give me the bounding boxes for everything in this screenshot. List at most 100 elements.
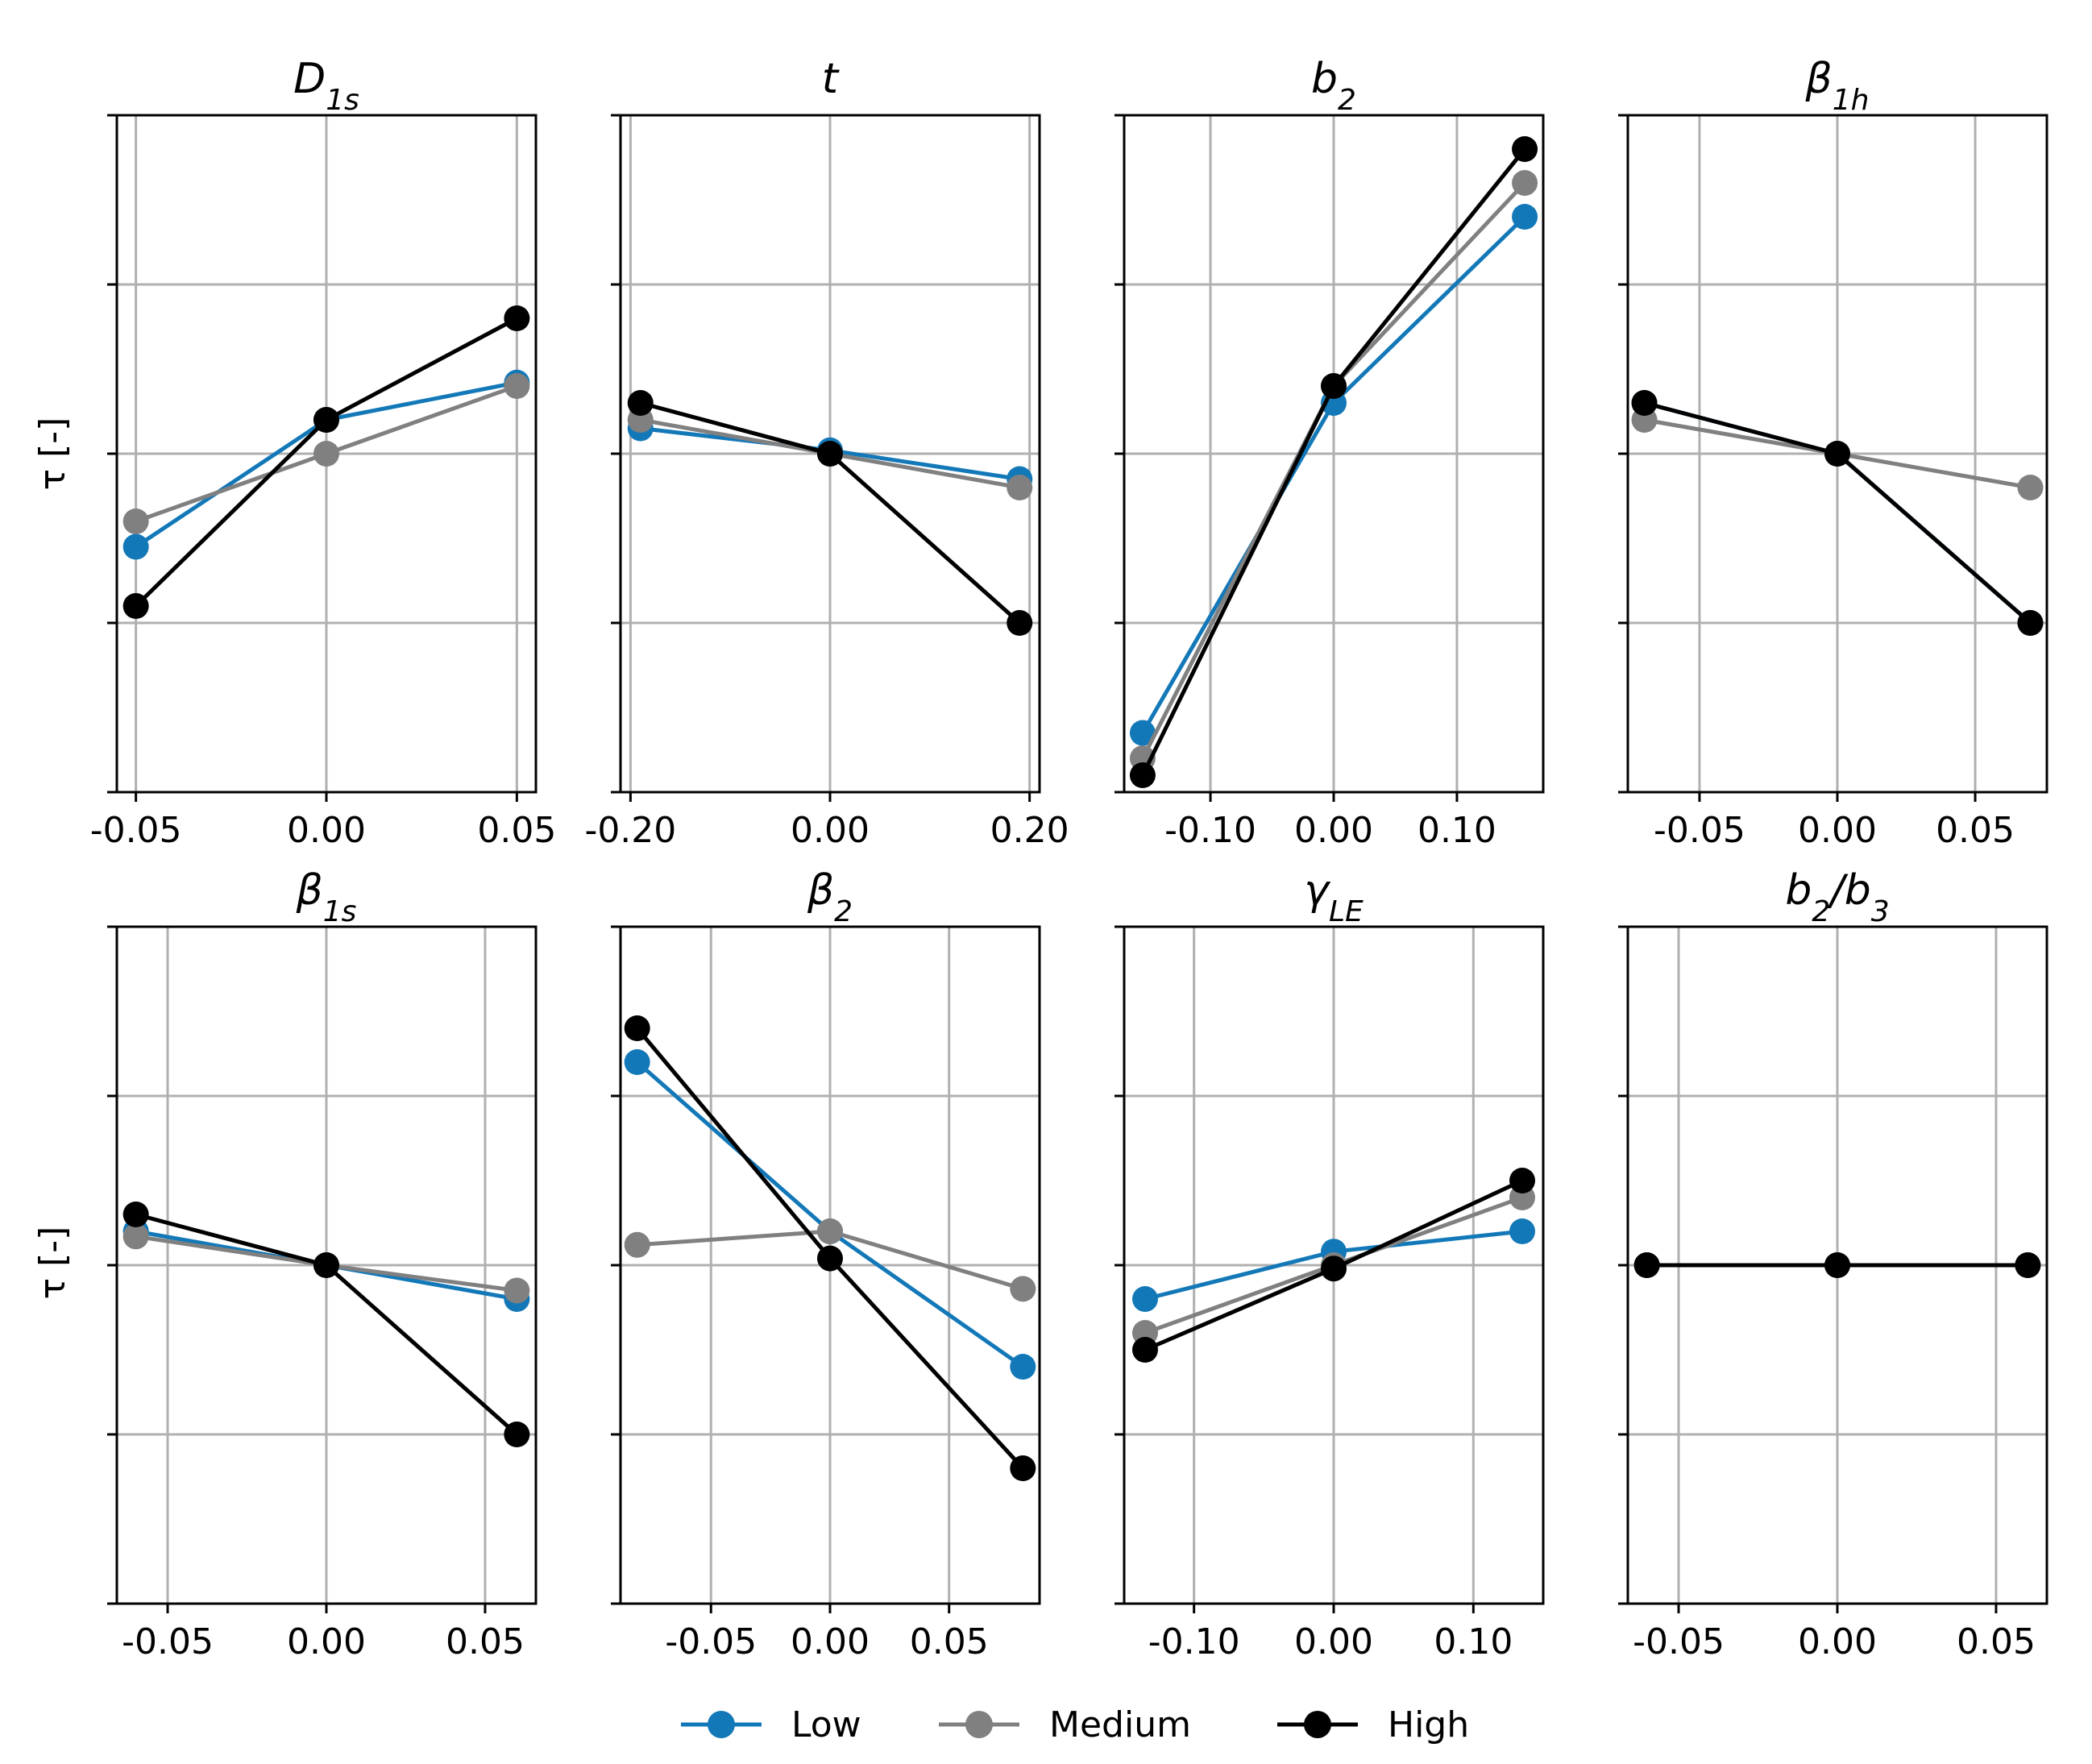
panels: -0.05 0.00 0.05 D1s -0.20 0.00 0.20 t -0.10 0.00 0…	[90, 55, 2048, 1662]
legend-label-high: High	[1388, 1704, 1469, 1745]
panel-title: β1s	[296, 866, 357, 928]
panel-title: t	[822, 55, 840, 103]
point-high-1	[313, 407, 339, 433]
axes-frame	[1123, 925, 1545, 1605]
x-tick-label-1: 0.00	[287, 810, 366, 851]
point-high-0	[1631, 390, 1658, 416]
x-tick-label-1: 0.00	[1294, 810, 1373, 851]
point-medium-0	[122, 508, 149, 534]
panel-title: β2	[807, 866, 853, 928]
panel-1: -0.05 0.00 0.05 D1s	[90, 55, 557, 851]
point-medium-0	[624, 1231, 650, 1258]
legend-marker-medium	[965, 1711, 993, 1738]
axes-frame	[1123, 114, 1545, 794]
point-low-0	[1129, 720, 1156, 746]
point-high-1	[817, 1245, 843, 1272]
point-medium-2	[1512, 170, 1538, 196]
point-low-0	[624, 1049, 650, 1075]
axes-frame	[1626, 925, 2048, 1605]
series-high	[1132, 1168, 1535, 1363]
series-high	[1631, 390, 2044, 636]
point-medium-1	[817, 1218, 843, 1244]
x-tick-label-0: -0.05	[1633, 1621, 1725, 1662]
x-tick-label-1: 0.00	[287, 1621, 366, 1662]
panel-4: -0.05 0.00 0.05 β1h	[1618, 55, 2048, 851]
x-tick-label-0: -0.10	[1164, 810, 1256, 851]
point-high-2	[504, 1422, 530, 1447]
point-high-0	[627, 390, 654, 416]
point-medium-2	[1010, 1276, 1036, 1302]
x-tick-label-2: 0.10	[1434, 1621, 1513, 1662]
series-high	[122, 1202, 530, 1447]
x-tick-label-2: 0.05	[910, 1621, 989, 1662]
x-tick-label-2: 0.05	[1957, 1621, 2036, 1662]
series-high	[627, 390, 1033, 636]
point-high-1	[1321, 1256, 1347, 1282]
x-tick-label-2: 0.05	[477, 810, 556, 851]
axes-frame	[115, 925, 538, 1605]
legend-marker-high	[1304, 1711, 1331, 1738]
point-high-1	[1321, 373, 1347, 399]
point-medium-2	[504, 1277, 530, 1304]
series-high	[1633, 1252, 2041, 1278]
point-high-2	[1509, 1168, 1535, 1193]
point-high-2	[1010, 1455, 1036, 1481]
point-low-0	[122, 533, 149, 560]
point-high-0	[1633, 1252, 1660, 1278]
x-tick-label-2: 0.10	[1417, 810, 1496, 851]
series-medium	[122, 373, 530, 534]
x-tick-label-2: 0.05	[1936, 810, 2015, 851]
axes-frame	[619, 114, 1041, 794]
x-tick-label-2: 0.05	[446, 1621, 525, 1662]
legend-label-medium: Medium	[1049, 1704, 1191, 1745]
point-medium-2	[1007, 475, 1033, 500]
point-medium-0	[122, 1223, 149, 1250]
x-tick-label-1: 0.00	[791, 1621, 870, 1662]
point-high-2	[504, 305, 530, 331]
legend-item-low: Low	[681, 1704, 861, 1745]
x-tick-label-1: 0.00	[1798, 1621, 1877, 1662]
point-high-0	[122, 593, 149, 619]
point-high-0	[624, 1015, 650, 1041]
y-axis-label-bottom: τ [-]	[32, 1226, 73, 1300]
axes-frame	[1626, 114, 2048, 794]
x-tick-label-2: 0.20	[990, 810, 1069, 851]
point-medium-2	[2017, 475, 2044, 500]
series-medium	[624, 1218, 1036, 1302]
panel-title: β1h	[1805, 55, 1870, 117]
legend-item-medium: Medium	[939, 1704, 1191, 1745]
axes-frame	[619, 925, 1041, 1605]
point-low-2	[1010, 1354, 1036, 1380]
point-low-0	[1132, 1286, 1158, 1312]
point-high-0	[122, 1202, 149, 1227]
legend-marker-low	[708, 1711, 735, 1738]
panel-8: -0.05 0.00 0.05 b2/b3	[1618, 866, 2048, 1662]
y-axis-label-top: τ [-]	[32, 417, 73, 491]
panel-title: γLE	[1304, 866, 1364, 928]
panel-title: D1s	[293, 55, 359, 117]
point-high-1	[1824, 1252, 1850, 1278]
x-tick-label-0: -0.05	[90, 810, 182, 851]
series-high	[624, 1015, 1036, 1481]
point-low-2	[1512, 204, 1538, 230]
x-tick-label-1: 0.00	[1798, 810, 1877, 851]
legend: Low Medium High	[681, 1704, 1469, 1745]
point-high-1	[817, 441, 843, 467]
point-high-1	[313, 1252, 339, 1278]
panel-3: -0.10 0.00 0.10 b2	[1114, 55, 1545, 851]
panel-6: -0.05 0.00 0.05 β2	[611, 866, 1041, 1662]
panel-title: b2/b3	[1785, 866, 1889, 928]
legend-label-low: Low	[791, 1704, 861, 1745]
x-tick-label-0: -0.05	[122, 1621, 214, 1662]
series-low	[1132, 1218, 1535, 1312]
point-high-2	[2017, 610, 2044, 636]
point-low-2	[1509, 1218, 1535, 1244]
point-high-2	[2015, 1252, 2041, 1278]
point-high-0	[1129, 762, 1156, 788]
x-tick-label-1: 0.00	[791, 810, 870, 851]
legend-item-high: High	[1277, 1704, 1469, 1745]
point-high-1	[1824, 441, 1850, 467]
point-medium-1	[313, 441, 339, 467]
series-high	[122, 305, 530, 619]
